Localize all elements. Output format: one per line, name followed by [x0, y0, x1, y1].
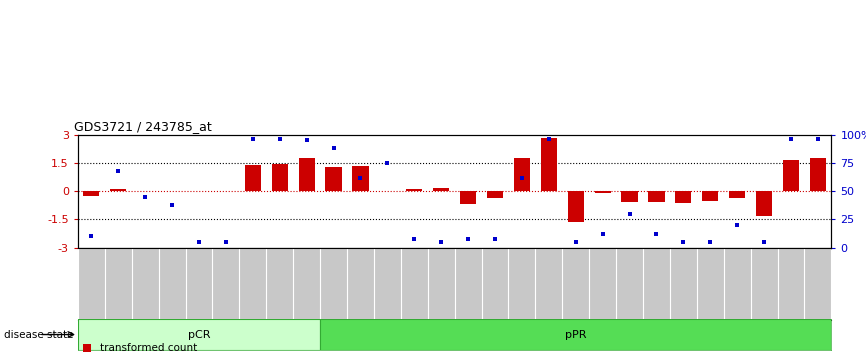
Bar: [783, 160, 799, 191]
Bar: [810, 158, 826, 191]
Bar: [729, 191, 746, 198]
Bar: [245, 165, 261, 191]
Bar: [622, 191, 637, 201]
Bar: [272, 164, 288, 191]
Text: pPR: pPR: [565, 330, 586, 339]
Text: disease state: disease state: [4, 330, 74, 339]
Bar: [540, 138, 557, 191]
Bar: [675, 191, 691, 204]
Bar: [299, 158, 314, 191]
Bar: [320, 319, 831, 350]
Bar: [433, 188, 449, 191]
Bar: [326, 167, 341, 191]
Legend: transformed count, percentile rank within the sample: transformed count, percentile rank withi…: [83, 343, 275, 354]
Bar: [649, 191, 664, 201]
Text: pCR: pCR: [188, 330, 210, 339]
Bar: [568, 191, 584, 222]
Text: GDS3721 / 243785_at: GDS3721 / 243785_at: [74, 120, 212, 133]
Bar: [595, 191, 611, 193]
Bar: [83, 191, 100, 196]
Bar: [460, 191, 476, 204]
Bar: [514, 158, 530, 191]
Bar: [110, 189, 126, 191]
Bar: [78, 319, 320, 350]
Bar: [406, 189, 423, 191]
Bar: [487, 191, 503, 198]
Bar: [702, 191, 719, 201]
Bar: [756, 191, 772, 216]
Bar: [352, 166, 369, 191]
